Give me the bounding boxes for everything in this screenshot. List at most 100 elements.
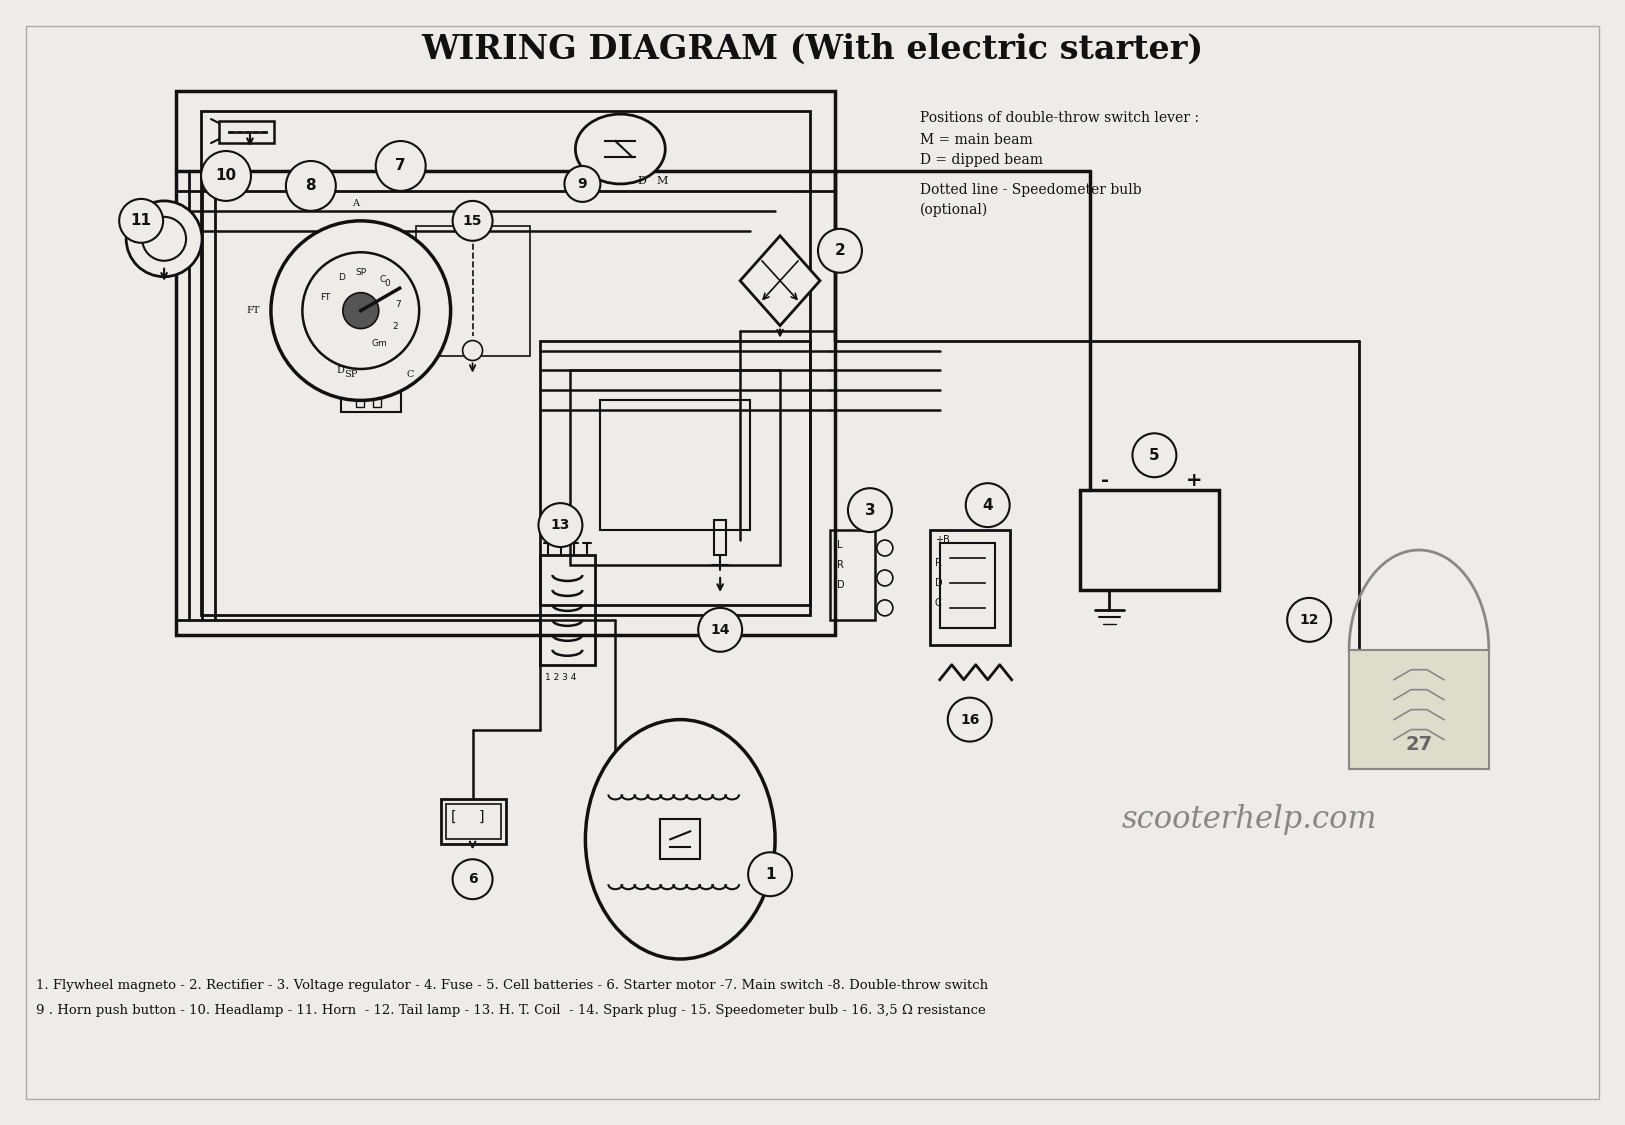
Ellipse shape	[585, 720, 775, 958]
Circle shape	[141, 217, 187, 261]
Circle shape	[271, 220, 450, 400]
Ellipse shape	[575, 114, 665, 183]
Bar	[1079, 490, 1219, 590]
Circle shape	[453, 860, 492, 899]
Circle shape	[463, 341, 483, 360]
Bar	[830, 530, 874, 620]
Text: D: D	[837, 580, 845, 590]
Circle shape	[848, 488, 892, 532]
Circle shape	[202, 151, 250, 201]
Text: Gm: Gm	[372, 339, 387, 348]
Text: [: [	[450, 809, 457, 824]
Bar	[445, 804, 500, 839]
Text: A: A	[353, 199, 359, 208]
Text: 0: 0	[385, 279, 390, 288]
Circle shape	[453, 201, 492, 241]
Circle shape	[375, 141, 426, 191]
Polygon shape	[739, 236, 821, 325]
Text: 16: 16	[960, 712, 980, 727]
Bar	[600, 400, 751, 530]
Text: C: C	[934, 597, 941, 608]
Text: C: C	[379, 276, 385, 285]
Circle shape	[748, 853, 791, 897]
Text: SP: SP	[356, 269, 366, 278]
Text: 15: 15	[463, 214, 483, 228]
Circle shape	[965, 484, 1009, 528]
Text: 11: 11	[130, 214, 151, 228]
Circle shape	[817, 228, 861, 272]
Text: D: D	[934, 578, 942, 588]
Text: 14: 14	[710, 623, 730, 637]
Bar	[541, 555, 595, 665]
Circle shape	[564, 166, 600, 201]
Text: 7: 7	[395, 299, 401, 308]
Bar	[372, 395, 380, 407]
Text: 12: 12	[1300, 613, 1320, 627]
Circle shape	[538, 503, 582, 547]
Circle shape	[119, 199, 162, 243]
Text: 6: 6	[468, 872, 478, 886]
Bar	[541, 341, 809, 605]
Bar	[660, 819, 700, 860]
Circle shape	[878, 540, 892, 556]
Text: 1: 1	[765, 866, 775, 882]
Circle shape	[699, 608, 743, 651]
Text: 7: 7	[395, 159, 406, 173]
Text: R: R	[934, 558, 941, 568]
Text: 1: 1	[606, 774, 614, 784]
Circle shape	[878, 570, 892, 586]
Text: 8: 8	[306, 179, 317, 193]
Text: M: M	[656, 176, 668, 186]
Text: FT: FT	[320, 294, 330, 303]
Circle shape	[1287, 597, 1331, 641]
Text: 9: 9	[577, 177, 587, 191]
Text: 2: 2	[392, 322, 398, 331]
Text: 10: 10	[216, 169, 237, 183]
Text: 1. Flywheel magneto - 2. Rectifier - 3. Voltage regulator - 4. Fuse - 5. Cell ba: 1. Flywheel magneto - 2. Rectifier - 3. …	[36, 979, 988, 992]
Bar	[440, 800, 505, 844]
Circle shape	[1133, 433, 1176, 477]
Text: 4: 4	[983, 497, 993, 513]
Text: SP: SP	[344, 370, 358, 379]
Circle shape	[302, 252, 419, 369]
Text: M: M	[604, 835, 616, 845]
Text: D: D	[338, 273, 346, 282]
Text: (optional): (optional)	[920, 202, 988, 217]
Text: 2: 2	[835, 243, 845, 259]
Bar	[341, 390, 401, 413]
Text: FT: FT	[247, 306, 260, 315]
Bar	[356, 395, 364, 407]
Text: 13: 13	[551, 519, 570, 532]
Bar	[151, 226, 177, 236]
Bar	[202, 111, 809, 615]
Text: 9 . Horn push button - 10. Headlamp - 11. Horn  - 12. Tail lamp - 13. H. T. Coil: 9 . Horn push button - 10. Headlamp - 11…	[36, 1004, 986, 1017]
Text: M = main beam: M = main beam	[920, 133, 1032, 147]
Circle shape	[878, 600, 892, 615]
Bar	[176, 91, 835, 634]
Text: D: D	[336, 367, 344, 376]
Bar	[151, 242, 177, 252]
Bar	[219, 122, 275, 143]
Text: +: +	[1186, 470, 1202, 489]
Text: Dotted line - Speedometer bulb: Dotted line - Speedometer bulb	[920, 183, 1141, 197]
Bar	[929, 530, 1009, 645]
Bar	[416, 226, 530, 356]
Text: 3: 3	[864, 503, 876, 518]
Bar	[713, 520, 726, 555]
Circle shape	[947, 698, 991, 741]
Text: R: R	[837, 560, 843, 570]
Bar	[570, 370, 780, 565]
Bar	[1349, 650, 1488, 770]
Text: +B: +B	[934, 536, 949, 546]
Circle shape	[343, 292, 379, 328]
Text: WIRING DIAGRAM (With electric starter): WIRING DIAGRAM (With electric starter)	[421, 33, 1202, 65]
Text: scooterhelp.com: scooterhelp.com	[1121, 804, 1376, 835]
Text: ]: ]	[479, 809, 484, 824]
Text: D: D	[639, 176, 647, 186]
Text: 27: 27	[1406, 735, 1433, 754]
Text: D = dipped beam: D = dipped beam	[920, 153, 1043, 166]
Circle shape	[286, 161, 336, 210]
Circle shape	[127, 201, 202, 277]
Text: L: L	[837, 540, 842, 550]
Text: 2: 2	[606, 864, 614, 874]
